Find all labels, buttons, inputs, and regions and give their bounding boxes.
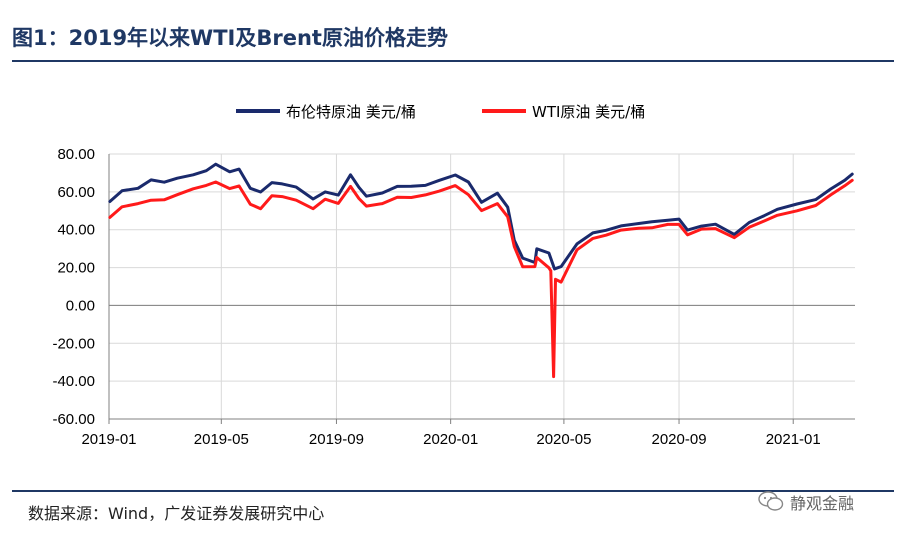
y-tick-label: -20.00 <box>52 335 95 352</box>
price-line-chart: 80.00 60.00 40.00 20.00 0.00 -20.00 -40.00 -60.… <box>52 103 855 448</box>
wti-series-line <box>108 178 854 379</box>
legend-label-brent: 布伦特原油 美元/桶 <box>286 103 416 121</box>
legend: 布伦特原油 美元/桶 WTI原油 美元/桶 <box>236 103 645 121</box>
x-tick-label: 2019-01 <box>81 431 136 448</box>
chart-title: 图1：2019年以来WTI及Brent原油价格走势 <box>12 26 448 50</box>
x-tick-label: 2021-01 <box>766 431 821 448</box>
series-lines <box>108 162 854 379</box>
legend-label-wti: WTI原油 美元/桶 <box>532 103 645 121</box>
data-source-note: 数据来源：Wind，广发证券发展研究中心 <box>28 504 325 523</box>
x-tick-label: 2019-09 <box>309 431 364 448</box>
y-tick-label: -40.00 <box>52 373 95 390</box>
y-tick-label: 0.00 <box>66 297 95 314</box>
y-tick-label: 60.00 <box>57 184 95 201</box>
wechat-icon <box>758 491 784 511</box>
grid-lines <box>108 153 855 420</box>
x-tick-label: 2019-05 <box>194 431 249 448</box>
watermark: 静观金融 <box>758 486 908 518</box>
x-tick-label: 2020-05 <box>536 431 591 448</box>
brent-series-line <box>108 162 854 271</box>
y-tick-label: -60.00 <box>52 411 95 428</box>
y-tick-label: 20.00 <box>57 260 95 277</box>
x-tick-label: 2020-01 <box>423 431 478 448</box>
y-axis: 80.00 60.00 40.00 20.00 0.00 -20.00 -40.00 -60.… <box>52 146 110 428</box>
x-tick-label: 2020-09 <box>651 431 706 448</box>
title-divider <box>12 60 894 62</box>
x-axis: 2019-01 2019-05 2019-09 2020-01 2020-05 2020-… <box>81 304 855 448</box>
footer-divider <box>12 490 894 492</box>
watermark-text: 静观金融 <box>790 494 855 513</box>
y-tick-label: 40.00 <box>57 222 95 239</box>
y-tick-label: 80.00 <box>57 146 95 163</box>
